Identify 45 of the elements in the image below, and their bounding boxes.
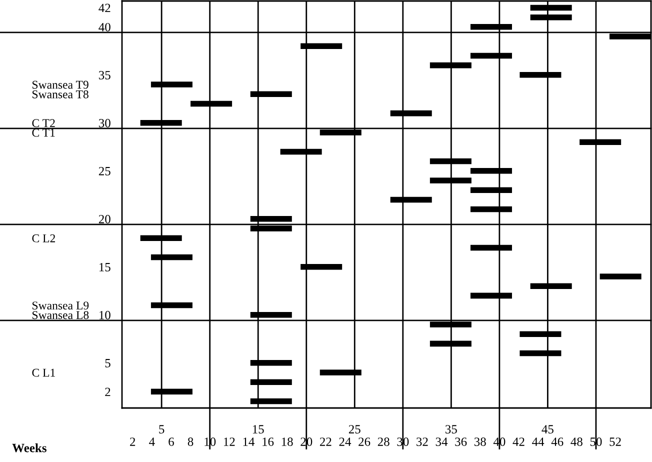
x2-tick-label: 46 <box>551 438 564 446</box>
y2-tick-label: Swansea L8 <box>32 311 89 320</box>
y-tick-label: 20 <box>98 214 110 224</box>
x-tick-label: 15 <box>252 425 264 434</box>
y2-tick-label: Swansea T9 <box>32 80 88 89</box>
x-tick-label: 35 <box>446 425 457 434</box>
x-tick-label: 25 <box>348 425 360 434</box>
x2-tick-label: 18 <box>282 438 293 446</box>
x2-tick-label: 2 <box>130 438 136 446</box>
x2-tick-label: 34 <box>436 438 448 446</box>
x2-tick-label: 22 <box>320 438 332 446</box>
y-tick-label: 35 <box>98 70 110 80</box>
y-tick-label: 42 <box>98 4 110 12</box>
x2-tick-label: 14 <box>243 438 255 446</box>
x2-tick-label: 32 <box>416 438 428 446</box>
x2-tick-label: 44 <box>532 438 544 446</box>
x-tick-label: 5 <box>159 425 164 434</box>
y2-tick-label: C T1 <box>32 128 55 137</box>
y2-tick-label: C L1 <box>32 368 55 377</box>
x2-tick-label: 4 <box>149 438 155 446</box>
x2-tick-label: 24 <box>339 438 352 446</box>
x2-tick-label: 52 <box>610 438 621 446</box>
y-tick-label: 2 <box>105 388 110 396</box>
y2-tick-label: C L2 <box>32 234 56 242</box>
x-tick-label: 45 <box>542 425 554 434</box>
x2-tick-label: 16 <box>262 438 274 446</box>
y-tick-label: 15 <box>99 262 110 272</box>
x2-tick-label: 6 <box>168 438 174 446</box>
y-tick-label: 5 <box>105 359 110 368</box>
x2-tick-label: 26 <box>358 438 370 446</box>
x2-tick-label: 38 <box>474 438 486 446</box>
y-tick-label: 25 <box>98 166 110 176</box>
y2-tick-label: C T2 <box>32 119 55 128</box>
y-tick-label: 10 <box>99 310 110 320</box>
x2-tick-label: 8 <box>188 438 194 446</box>
x2-tick-label: 36 <box>455 438 467 446</box>
y2-tick-label: Swansea L9 <box>32 302 89 310</box>
y2-tick-label: Swansea T8 <box>32 90 88 98</box>
x2-tick-label: 42 <box>512 438 524 446</box>
x2-axis-title: Weeks <box>12 443 46 452</box>
x2-tick-label: 28 <box>378 438 390 446</box>
y-tick-label: 30 <box>98 118 110 128</box>
y-tick-label: 40 <box>98 22 110 32</box>
x2-tick-label: 48 <box>570 438 582 446</box>
x2-tick-label: 12 <box>224 438 235 446</box>
